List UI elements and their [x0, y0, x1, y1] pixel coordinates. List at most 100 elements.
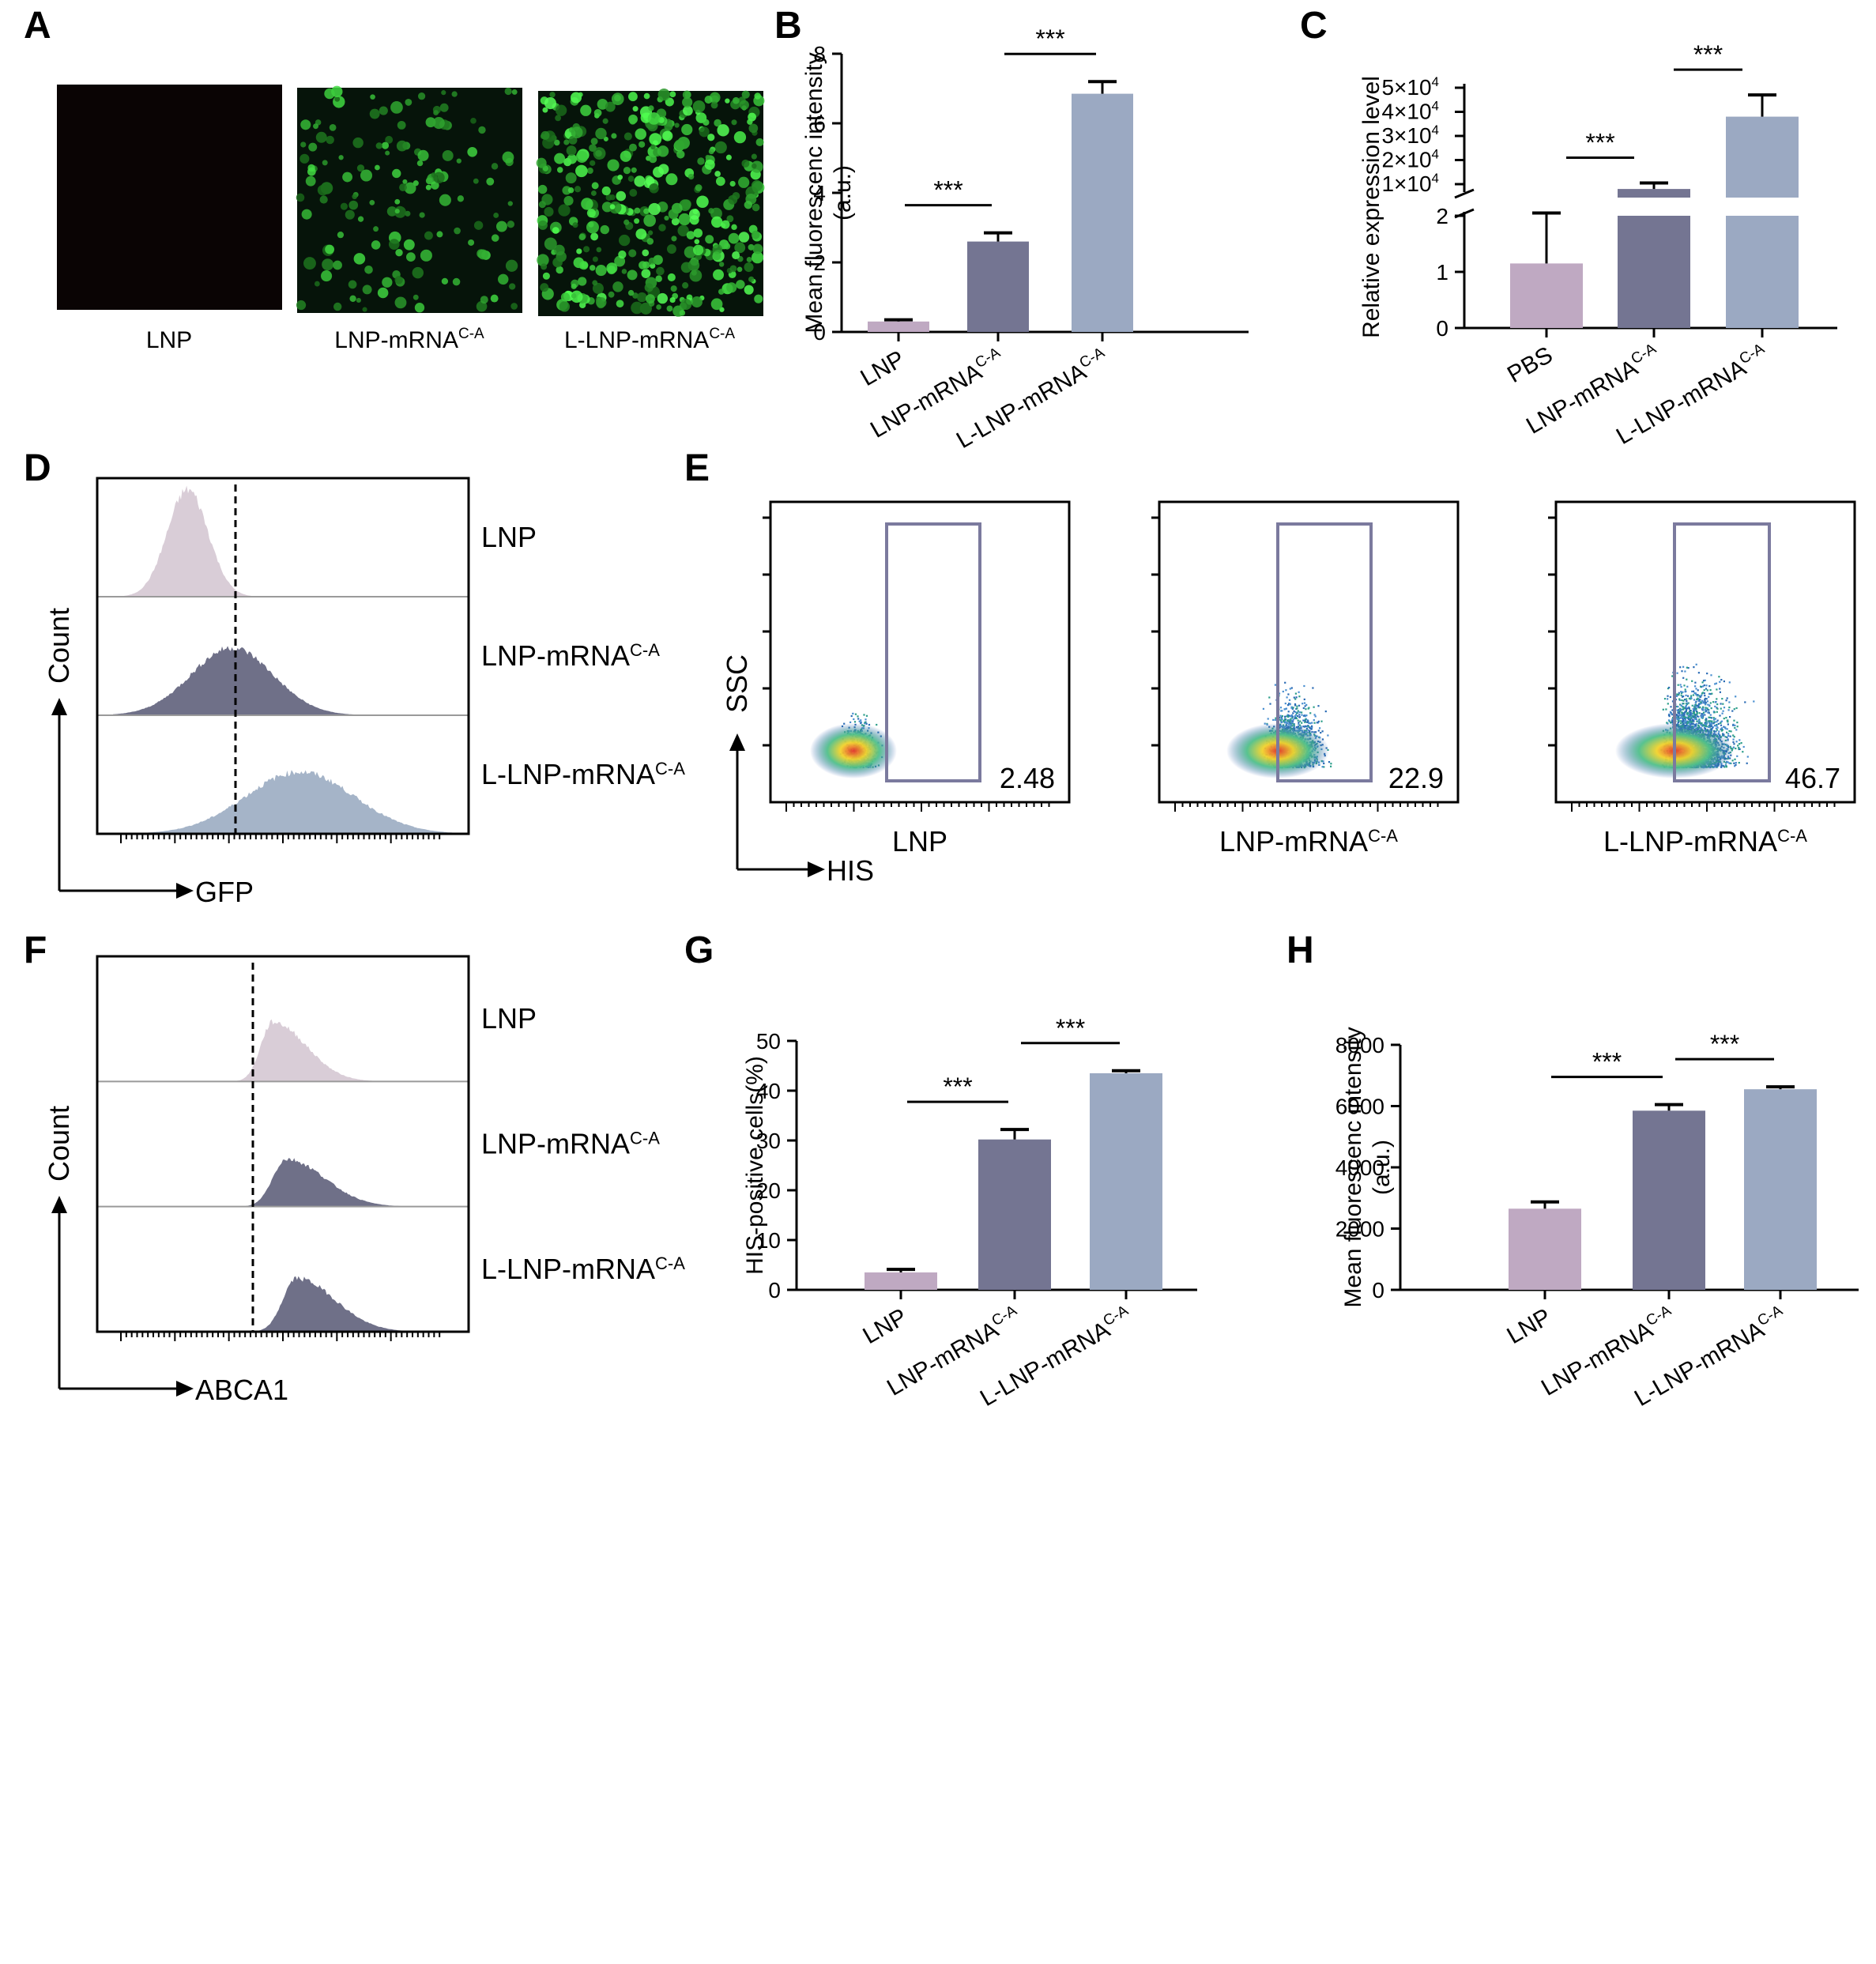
event-dot	[1303, 719, 1305, 722]
event-dot	[1283, 708, 1286, 711]
event-dot	[1720, 722, 1722, 724]
event-dot	[1290, 719, 1293, 722]
event-dot	[1687, 667, 1690, 669]
event-dot	[1320, 720, 1323, 722]
cell-spot	[566, 145, 577, 156]
event-dot	[1694, 703, 1697, 706]
cell-spot	[468, 239, 475, 246]
event-dot	[1709, 693, 1712, 696]
cell-spot	[751, 230, 760, 239]
significance-stars: ***	[1035, 25, 1064, 53]
cell-spot	[648, 257, 656, 265]
cell-spot	[729, 265, 737, 273]
event-dot	[1726, 728, 1728, 730]
cell-spot	[396, 140, 408, 152]
cell-spot	[704, 96, 713, 104]
cell-spot	[377, 287, 389, 299]
event-dot	[1710, 717, 1712, 719]
event-dot	[1286, 704, 1290, 707]
cell-spot	[563, 195, 574, 206]
event-dot	[868, 723, 871, 726]
event-dot	[1695, 663, 1697, 665]
x-axis-label: GFP	[195, 876, 254, 908]
event-dot	[1685, 703, 1687, 705]
cell-spot	[403, 239, 415, 251]
cell-spot	[509, 283, 516, 290]
event-dot	[1695, 707, 1697, 709]
cell-spot	[629, 189, 638, 197]
cell-spot	[321, 270, 333, 282]
event-dot	[1292, 707, 1294, 709]
event-dot	[1677, 719, 1679, 722]
cell-spot	[595, 265, 607, 277]
cell-spot	[342, 172, 353, 183]
event-dot	[1716, 711, 1718, 713]
event-dot	[1723, 718, 1725, 720]
event-dot	[1693, 699, 1696, 701]
cell-spot	[703, 119, 710, 126]
event-dot	[1685, 706, 1687, 708]
cell-spot	[394, 296, 407, 309]
event-dot	[1694, 702, 1697, 704]
cell-spot	[456, 158, 461, 164]
cell-spot	[542, 107, 548, 113]
event-dot	[1733, 743, 1735, 745]
cell-spot	[674, 123, 680, 128]
cell-spot	[687, 173, 695, 180]
cell-spot	[352, 194, 358, 200]
y-arrow-head	[51, 698, 67, 715]
event-dot	[1690, 698, 1692, 700]
event-dot	[1708, 692, 1711, 695]
event-dot	[1302, 707, 1305, 710]
event-dot	[1678, 693, 1680, 696]
event-dot	[1287, 693, 1290, 696]
cell-spot	[345, 209, 355, 220]
event-dot	[1682, 719, 1685, 722]
cell-spot	[412, 266, 424, 279]
cell-spot	[590, 190, 597, 196]
event-dot	[1714, 718, 1716, 720]
cell-spot	[592, 282, 604, 294]
panel-letter-c: C	[1300, 5, 1328, 47]
event-dot	[1724, 726, 1727, 729]
event-dot	[1686, 702, 1689, 704]
event-dot	[1704, 714, 1706, 716]
y-axis-label: Mean fluorescenc intensity	[801, 52, 827, 333]
event-dot	[1688, 706, 1690, 708]
cell-spot	[634, 218, 640, 224]
event-dot	[1264, 722, 1266, 725]
cell-spot	[590, 138, 598, 145]
event-dot	[1729, 716, 1731, 718]
event-dot	[1686, 685, 1689, 688]
event-dot	[1281, 715, 1283, 718]
event-dot	[1294, 717, 1296, 720]
event-dot	[1313, 719, 1315, 722]
event-dot	[1274, 684, 1276, 686]
event-dot	[1294, 716, 1298, 719]
cell-spot	[680, 298, 692, 311]
event-dot	[1297, 719, 1299, 722]
event-dot	[1668, 686, 1671, 689]
cell-spot	[643, 92, 650, 100]
cell-spot	[738, 176, 750, 188]
event-dot	[1714, 705, 1716, 707]
event-dot	[1321, 766, 1324, 768]
event-dot	[1696, 714, 1698, 716]
cell-spot	[643, 208, 650, 214]
cell-spot	[476, 300, 488, 312]
event-dot	[1697, 724, 1700, 726]
cell-spot	[404, 182, 416, 194]
cell-spot	[495, 221, 507, 232]
cell-spot	[385, 135, 394, 144]
event-dot	[1682, 665, 1685, 668]
event-dot	[1682, 714, 1685, 716]
event-dot	[1684, 719, 1686, 722]
event-dot	[1290, 718, 1292, 720]
cell-spot	[375, 142, 383, 149]
x-arrow-head	[176, 1381, 194, 1397]
y-tick-label: 6	[813, 111, 826, 136]
event-dot	[1702, 702, 1705, 704]
event-dot	[1286, 696, 1288, 699]
event-dot	[1667, 703, 1669, 705]
event-dot	[1691, 680, 1693, 682]
